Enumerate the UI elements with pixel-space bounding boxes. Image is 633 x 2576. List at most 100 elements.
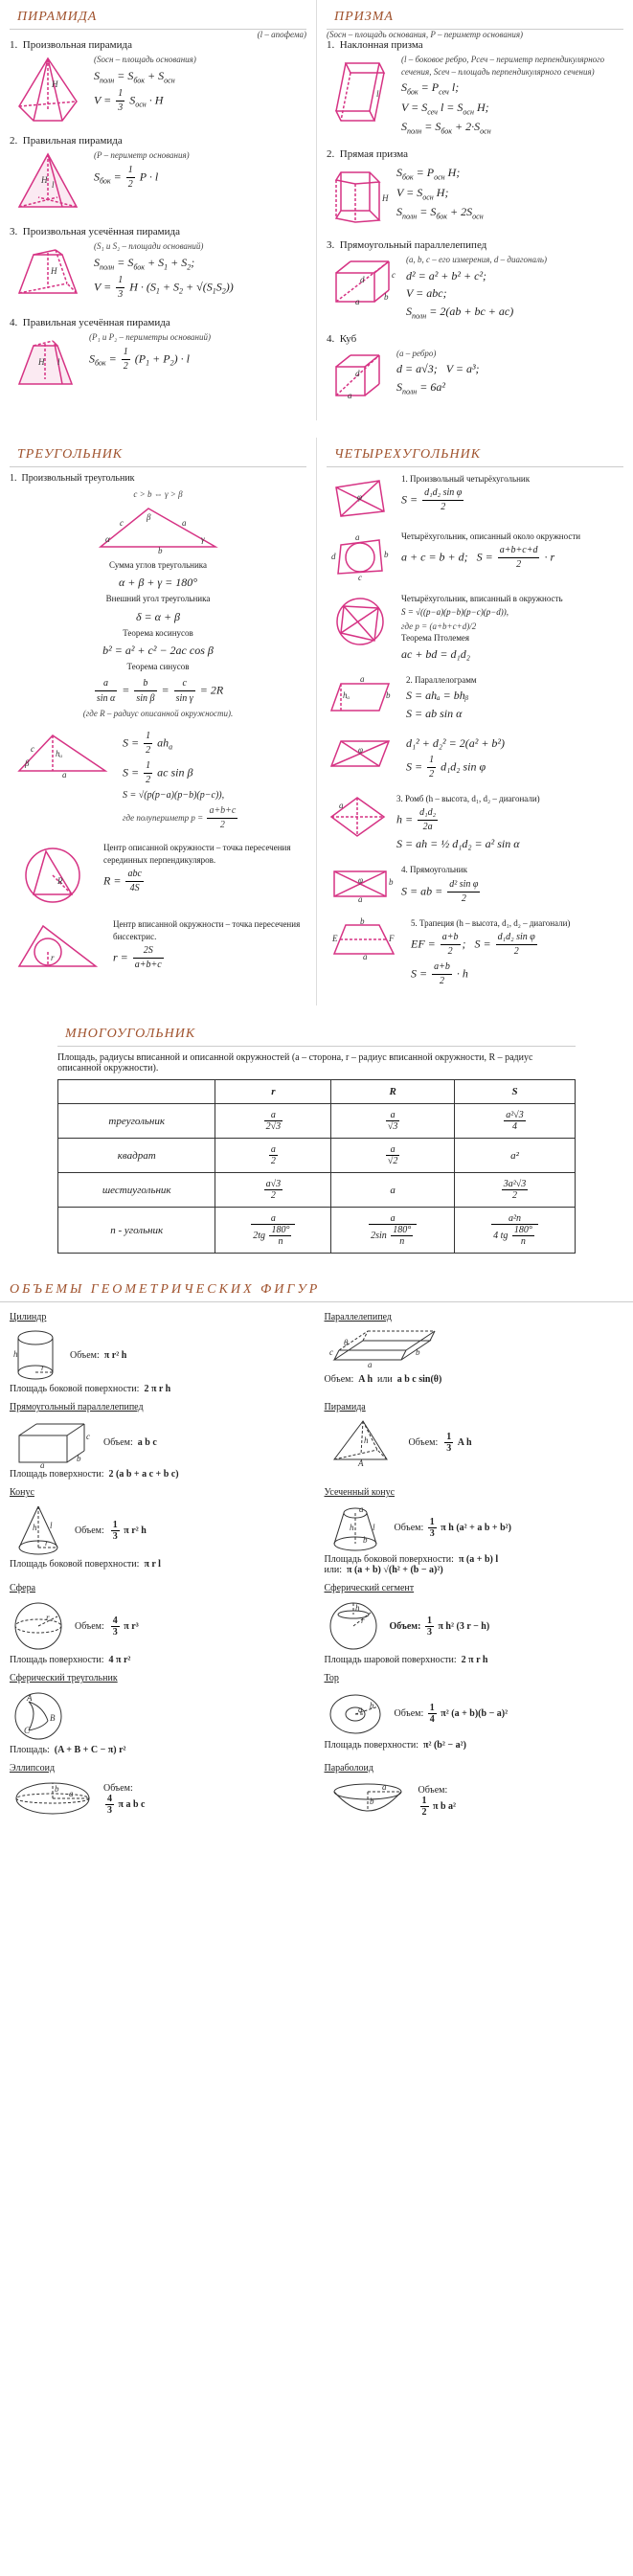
cell: a√2 [331, 1139, 455, 1173]
triangle-formulas: Сумма углов треугольника α + β + γ = 180… [10, 559, 306, 721]
ellipsoid-icon: ab [10, 1777, 96, 1820]
top-block: ПИРАМИДА (l – апофема) 1. Произвольная п… [0, 0, 633, 420]
frustum-icon: ab hl [325, 1502, 387, 1554]
svg-text:F: F [388, 934, 395, 943]
parallelogram-diag-icon: φ [327, 734, 398, 772]
prism-item: 3. Прямоугольный параллелепипед a b c d [327, 239, 623, 324]
triangle-title: ТРЕУГОЛЬНИК [10, 443, 306, 467]
svg-text:θ: θ [344, 1338, 349, 1347]
svg-text:c: c [392, 270, 396, 280]
th: r [215, 1080, 331, 1104]
formula: d = a√3; V = a³; [396, 361, 623, 377]
num: 4. [10, 317, 17, 328]
svg-text:d: d [331, 552, 336, 561]
svg-text:c: c [329, 1347, 333, 1357]
vol-title: Сферический треугольник [10, 1673, 309, 1683]
cell: a²n4 tg 180°n [455, 1208, 576, 1254]
svg-text:a: a [358, 1705, 363, 1714]
triangle-column: ТРЕУГОЛЬНИК 1. Произвольный треугольник … [0, 438, 316, 1006]
svg-text:a: a [382, 1782, 387, 1792]
name: Параллелограмм [415, 675, 477, 685]
svg-text:H: H [40, 175, 48, 185]
svg-text:h: h [364, 1435, 369, 1445]
name: Прямоугольник [410, 865, 467, 874]
svg-text:β: β [146, 512, 151, 522]
svg-text:a: a [62, 770, 67, 780]
pyramid-column: ПИРАМИДА (l – апофема) 1. Произвольная п… [0, 0, 316, 420]
svg-text:hₐ: hₐ [56, 749, 63, 758]
svg-text:b: b [360, 917, 365, 926]
formula: S = ah = ½ d₁d₂ = a² sin α [396, 836, 623, 852]
pyramid-item: 3. Произвольная усечённая пирамида H (S₁… [10, 226, 306, 307]
cone-icon: hrl [10, 1502, 67, 1559]
line: Сумма углов треугольника [10, 559, 306, 573]
formula: V = 13 H · (S1 + S2 + √(S1S2)) [94, 274, 306, 302]
formula: Sполн = Sбок + S1 + S2; [94, 255, 306, 273]
prism-item: 4. Куб a d (a – ребро) d = a√3; V = a³; [327, 333, 623, 405]
svg-text:a: a [348, 391, 352, 400]
num: 1. [401, 474, 408, 484]
name: Прямая призма [340, 148, 408, 160]
formula: Sбок = 12 P · l [94, 164, 306, 192]
line: (где R – радиус описанной окружности). [10, 708, 306, 721]
formula: Sбок = Pсеч l; [401, 79, 623, 98]
mid-block: ТРЕУГОЛЬНИК 1. Произвольный треугольник … [0, 438, 633, 1006]
svg-text:B: B [50, 1713, 56, 1723]
rectangle-icon: φ ab [327, 864, 394, 902]
polygon-table: r R S треугольник a2√3 a√3 a²√34 квадрат… [57, 1079, 576, 1254]
parallelepiped-icon: a b c d [327, 254, 398, 306]
formula: d² = a² + b² + c²; [406, 268, 623, 284]
triangle-incircle-icon: r [10, 918, 105, 976]
cell: n - угольник [58, 1208, 215, 1254]
triangle-area-icon: hₐ a c β [10, 728, 115, 780]
vol-title: Параболоид [325, 1763, 624, 1774]
svg-text:a: a [40, 1460, 45, 1469]
pyramid-item: 1. Произвольная пирамида H (Sосн – площа… [10, 39, 306, 125]
box-icon: abc [10, 1416, 96, 1469]
name: Правильная усечённая пирамида [23, 317, 170, 328]
note: (P – периметр основания) [94, 149, 306, 162]
num: 2. [406, 675, 413, 685]
sph-triangle-icon: ABC [10, 1687, 67, 1745]
formula: V = abc; [406, 285, 623, 302]
vol-title: Конус [10, 1487, 309, 1498]
parallelogram-icon: ab hₐ [327, 674, 398, 717]
pyramid-regular-icon: l H [10, 149, 86, 216]
svg-text:a: a [363, 952, 368, 960]
svg-text:H: H [381, 193, 389, 203]
table-row: n - угольник a2tg 180°n a2sin 180°n a²n4… [58, 1208, 576, 1254]
name: Куб [340, 333, 356, 345]
svg-text:a: a [355, 532, 360, 542]
note: (a – ребро) [396, 348, 623, 360]
triangle-arbitrary-icon: αγβ bca [81, 499, 235, 556]
svg-text:r: r [45, 1538, 49, 1548]
svg-text:d: d [355, 369, 360, 378]
line: b² = a² + c² − 2ac cos β [10, 642, 306, 659]
prism-legend: (Sосн – площадь основания, P – периметр … [327, 30, 623, 39]
th: R [331, 1080, 455, 1104]
num: 1. [10, 473, 17, 484]
svg-text:b: b [370, 1701, 374, 1710]
svg-text:b: b [158, 546, 163, 555]
vol-title: Прямоугольный параллелепипед [10, 1402, 309, 1412]
svg-text:R: R [57, 876, 63, 886]
table-row: r R S [58, 1080, 576, 1104]
polygon-legend: Площадь, радиусы вписанной и описанной о… [57, 1052, 576, 1073]
svg-text:C: C [24, 1726, 31, 1735]
name: Произвольная усечённая пирамида [23, 226, 180, 237]
svg-text:h: h [33, 1523, 37, 1532]
num: 3. [396, 794, 403, 803]
vol-sphere: Сфера r Объем: 43 π r³ Площадь поверхнос… [10, 1583, 309, 1665]
svg-text:γ: γ [201, 534, 205, 544]
vol-ellipsoid: Эллипсоид ab Объем:43 π a b c [10, 1763, 309, 1825]
pyramid-item: 4. Правильная усечённая пирамида H l (P₁… [10, 317, 306, 394]
parallelepiped-vol-icon: ab cθ [325, 1326, 440, 1374]
cell: a√3 [331, 1104, 455, 1139]
svg-text:a: a [360, 674, 365, 684]
trapezoid-icon: ba EF [327, 917, 403, 960]
formula: где p = (a+b+c+d)/2 [401, 621, 476, 631]
polygon-title: МНОГОУГОЛЬНИК [57, 1023, 576, 1047]
name: Трапеция (h – высота, d₁, d₂ – диагонали… [419, 918, 570, 928]
formula: Sбок = Pосн H; [396, 165, 623, 183]
svg-text:a: a [339, 801, 344, 810]
